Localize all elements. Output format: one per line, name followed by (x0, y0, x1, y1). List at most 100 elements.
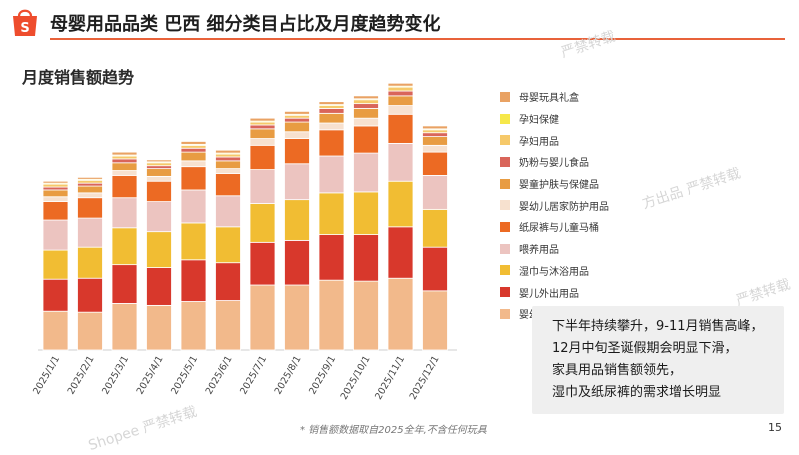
bar-segment (146, 165, 172, 170)
bar-segment (42, 196, 69, 202)
bar-segment (42, 278, 69, 312)
bar-segment (111, 264, 138, 304)
bar-segment (111, 158, 138, 164)
bar-segment (215, 262, 241, 301)
bar-segment (318, 108, 345, 114)
bar-segment (42, 201, 69, 221)
bar-segment (180, 189, 207, 224)
bar-segment (318, 112, 345, 124)
bar-segment (146, 304, 172, 351)
shopee-bag-logo: S (13, 9, 37, 36)
bar-segment (387, 277, 414, 351)
x-tick-label: 2025/4/1 (135, 354, 166, 396)
bar-segment (42, 310, 69, 351)
bar-segment (77, 197, 103, 219)
legend-label: 孕妇保健 (519, 115, 559, 127)
bar-segment (387, 105, 414, 115)
bar-segment (353, 99, 379, 105)
bar-segment (249, 241, 276, 286)
bar-segment (111, 162, 138, 171)
bar-segment (215, 226, 241, 264)
bar-segment (353, 125, 379, 154)
x-tick-label: 2025/6/1 (204, 354, 235, 396)
bar-segment (146, 162, 172, 167)
bar-segment (387, 180, 414, 228)
bar-segment (180, 166, 207, 191)
bar-segment (180, 160, 207, 168)
bar-segment (387, 82, 414, 87)
bar-segment (146, 175, 172, 182)
bar-segment (318, 122, 345, 131)
legend-item: 奶粉与婴儿食品 (500, 151, 650, 173)
callout-line: 下半年持续攀升，9-11月销售高峰， (552, 319, 764, 334)
bar-segment (215, 149, 241, 154)
bar-segment (318, 129, 345, 157)
bar-segment (353, 117, 379, 127)
x-tick-label: 2025/3/1 (100, 354, 131, 396)
bar-segment (422, 132, 448, 138)
bar-segment (180, 141, 207, 145)
bar-segment (180, 259, 207, 302)
bar-segment (77, 176, 103, 180)
bar-segment (353, 152, 379, 193)
legend-label: 孕妇用品 (519, 136, 559, 148)
bar-segment (215, 300, 241, 351)
page-title: 母婴用品品类 巴西 细分类目占比及月度趋势变化 (50, 14, 441, 35)
bar-segment (387, 142, 414, 182)
insight-callout: 下半年持续攀升，9-11月销售高峰， 12月中旬圣诞假期会明显下滑， 家具用品销… (532, 306, 784, 414)
bar-segment (353, 103, 379, 109)
bar-segment (42, 249, 69, 280)
bar-segment (387, 113, 414, 144)
bar-segment (42, 186, 69, 191)
bar-segment (353, 191, 379, 235)
bar-segment (77, 246, 103, 279)
bar-segment (111, 303, 138, 351)
legend-label: 湿巾与沐浴用品 (519, 266, 589, 278)
legend-label: 纸尿裤与儿童马桶 (519, 223, 599, 235)
bar-segment (180, 151, 207, 162)
bar-segment (111, 151, 138, 156)
bar-segment (111, 174, 138, 199)
bar-segment (249, 144, 276, 170)
bar-segment (180, 147, 207, 153)
legend-item: 喂养用品 (500, 238, 650, 260)
legend-swatch (500, 91, 510, 102)
legend-item: 婴幼儿居家防护用品 (500, 194, 650, 216)
chart-subtitle: 月度销售额趋势 (22, 68, 135, 87)
bar-segment (353, 280, 379, 351)
svg-text:S: S (20, 21, 29, 36)
bar-segment (318, 234, 345, 281)
bar-segment (215, 168, 241, 174)
bar-segment (77, 277, 103, 313)
bar-segment (42, 183, 69, 188)
bar-segment (180, 144, 207, 149)
bar-segment (284, 110, 310, 115)
legend-item: 纸尿裤与儿童马桶 (500, 216, 650, 238)
x-tick-label: 2025/11/1 (373, 354, 407, 402)
watermark: 方出品 严禁转载 (640, 165, 743, 213)
bar-segment (215, 156, 241, 162)
legend-label: 婴儿外出用品 (519, 288, 579, 300)
bar-segment (422, 125, 448, 130)
bar-segment (284, 114, 310, 119)
bar-segment (284, 284, 310, 351)
bar-segment (146, 159, 172, 163)
bar-segment (42, 189, 69, 198)
bar-segment (146, 168, 172, 177)
bar-segment (249, 138, 276, 146)
x-tick-label: 2025/8/1 (273, 354, 304, 396)
bar-segment (318, 101, 345, 105)
bar-segment (318, 192, 345, 235)
legend-swatch (500, 200, 510, 211)
bar-segment (249, 117, 276, 122)
legend-item: 婴儿外出用品 (500, 281, 650, 303)
legend-swatch (500, 178, 510, 189)
x-tick-label: 2025/1/1 (31, 354, 62, 396)
bar-segment (284, 138, 310, 165)
bar-segment (77, 311, 103, 351)
bar-segment (422, 246, 448, 292)
legend-item: 孕妇用品 (500, 129, 650, 151)
legend-swatch (500, 265, 510, 276)
bar-segment (111, 197, 138, 229)
footnote: * 销售额数据取自2025全年,不含任何玩具 (300, 425, 487, 436)
